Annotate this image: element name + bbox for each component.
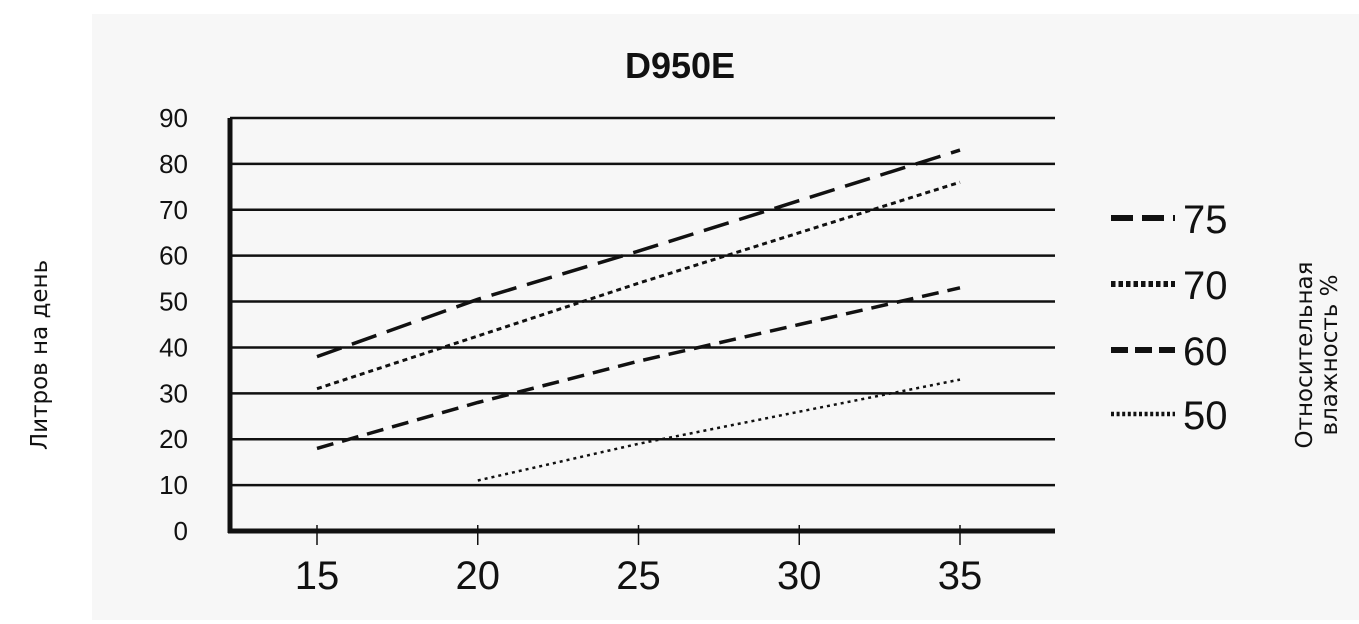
series-line-50	[477, 378, 961, 482]
y-tick-label-20: 20	[159, 424, 188, 454]
y-tick-label-30: 30	[159, 378, 188, 408]
y-tick-label-60: 60	[159, 241, 188, 271]
y-tick-label-40: 40	[159, 332, 188, 362]
y-tick-label-0: 0	[174, 516, 188, 546]
y-tick-labels: 0 10 20 30 40 50 60 70 80 90	[159, 103, 188, 546]
y-tick-label-70: 70	[159, 195, 188, 225]
x-tick-label-25: 25	[616, 554, 661, 598]
y-tick-label-80: 80	[159, 149, 188, 179]
legend: 75 70 60 50	[1111, 198, 1228, 438]
chart-panel	[92, 14, 1359, 620]
legend-label-75: 75	[1183, 198, 1228, 242]
chart-title: D950E	[625, 45, 735, 86]
x-tick-labels: 15 20 25 30 35	[295, 525, 983, 598]
x-tick-label-35: 35	[938, 554, 983, 598]
y-tick-label-50: 50	[159, 287, 188, 317]
x-tick-label-15: 15	[295, 554, 340, 598]
y-tick-label-10: 10	[159, 470, 188, 500]
series-lines	[316, 148, 961, 482]
legend-label-50: 50	[1183, 394, 1228, 438]
series-line-75	[316, 148, 961, 359]
axes	[227, 118, 1055, 534]
y-tick-label-90: 90	[159, 103, 188, 133]
legend-label-70: 70	[1183, 264, 1228, 308]
x-tick-label-30: 30	[777, 554, 822, 598]
x-tick-label-20: 20	[456, 554, 501, 598]
series-line-70	[316, 180, 961, 391]
series-line-60	[316, 286, 961, 451]
grid-lines	[230, 116, 1055, 487]
legend-label-60: 60	[1183, 330, 1228, 374]
